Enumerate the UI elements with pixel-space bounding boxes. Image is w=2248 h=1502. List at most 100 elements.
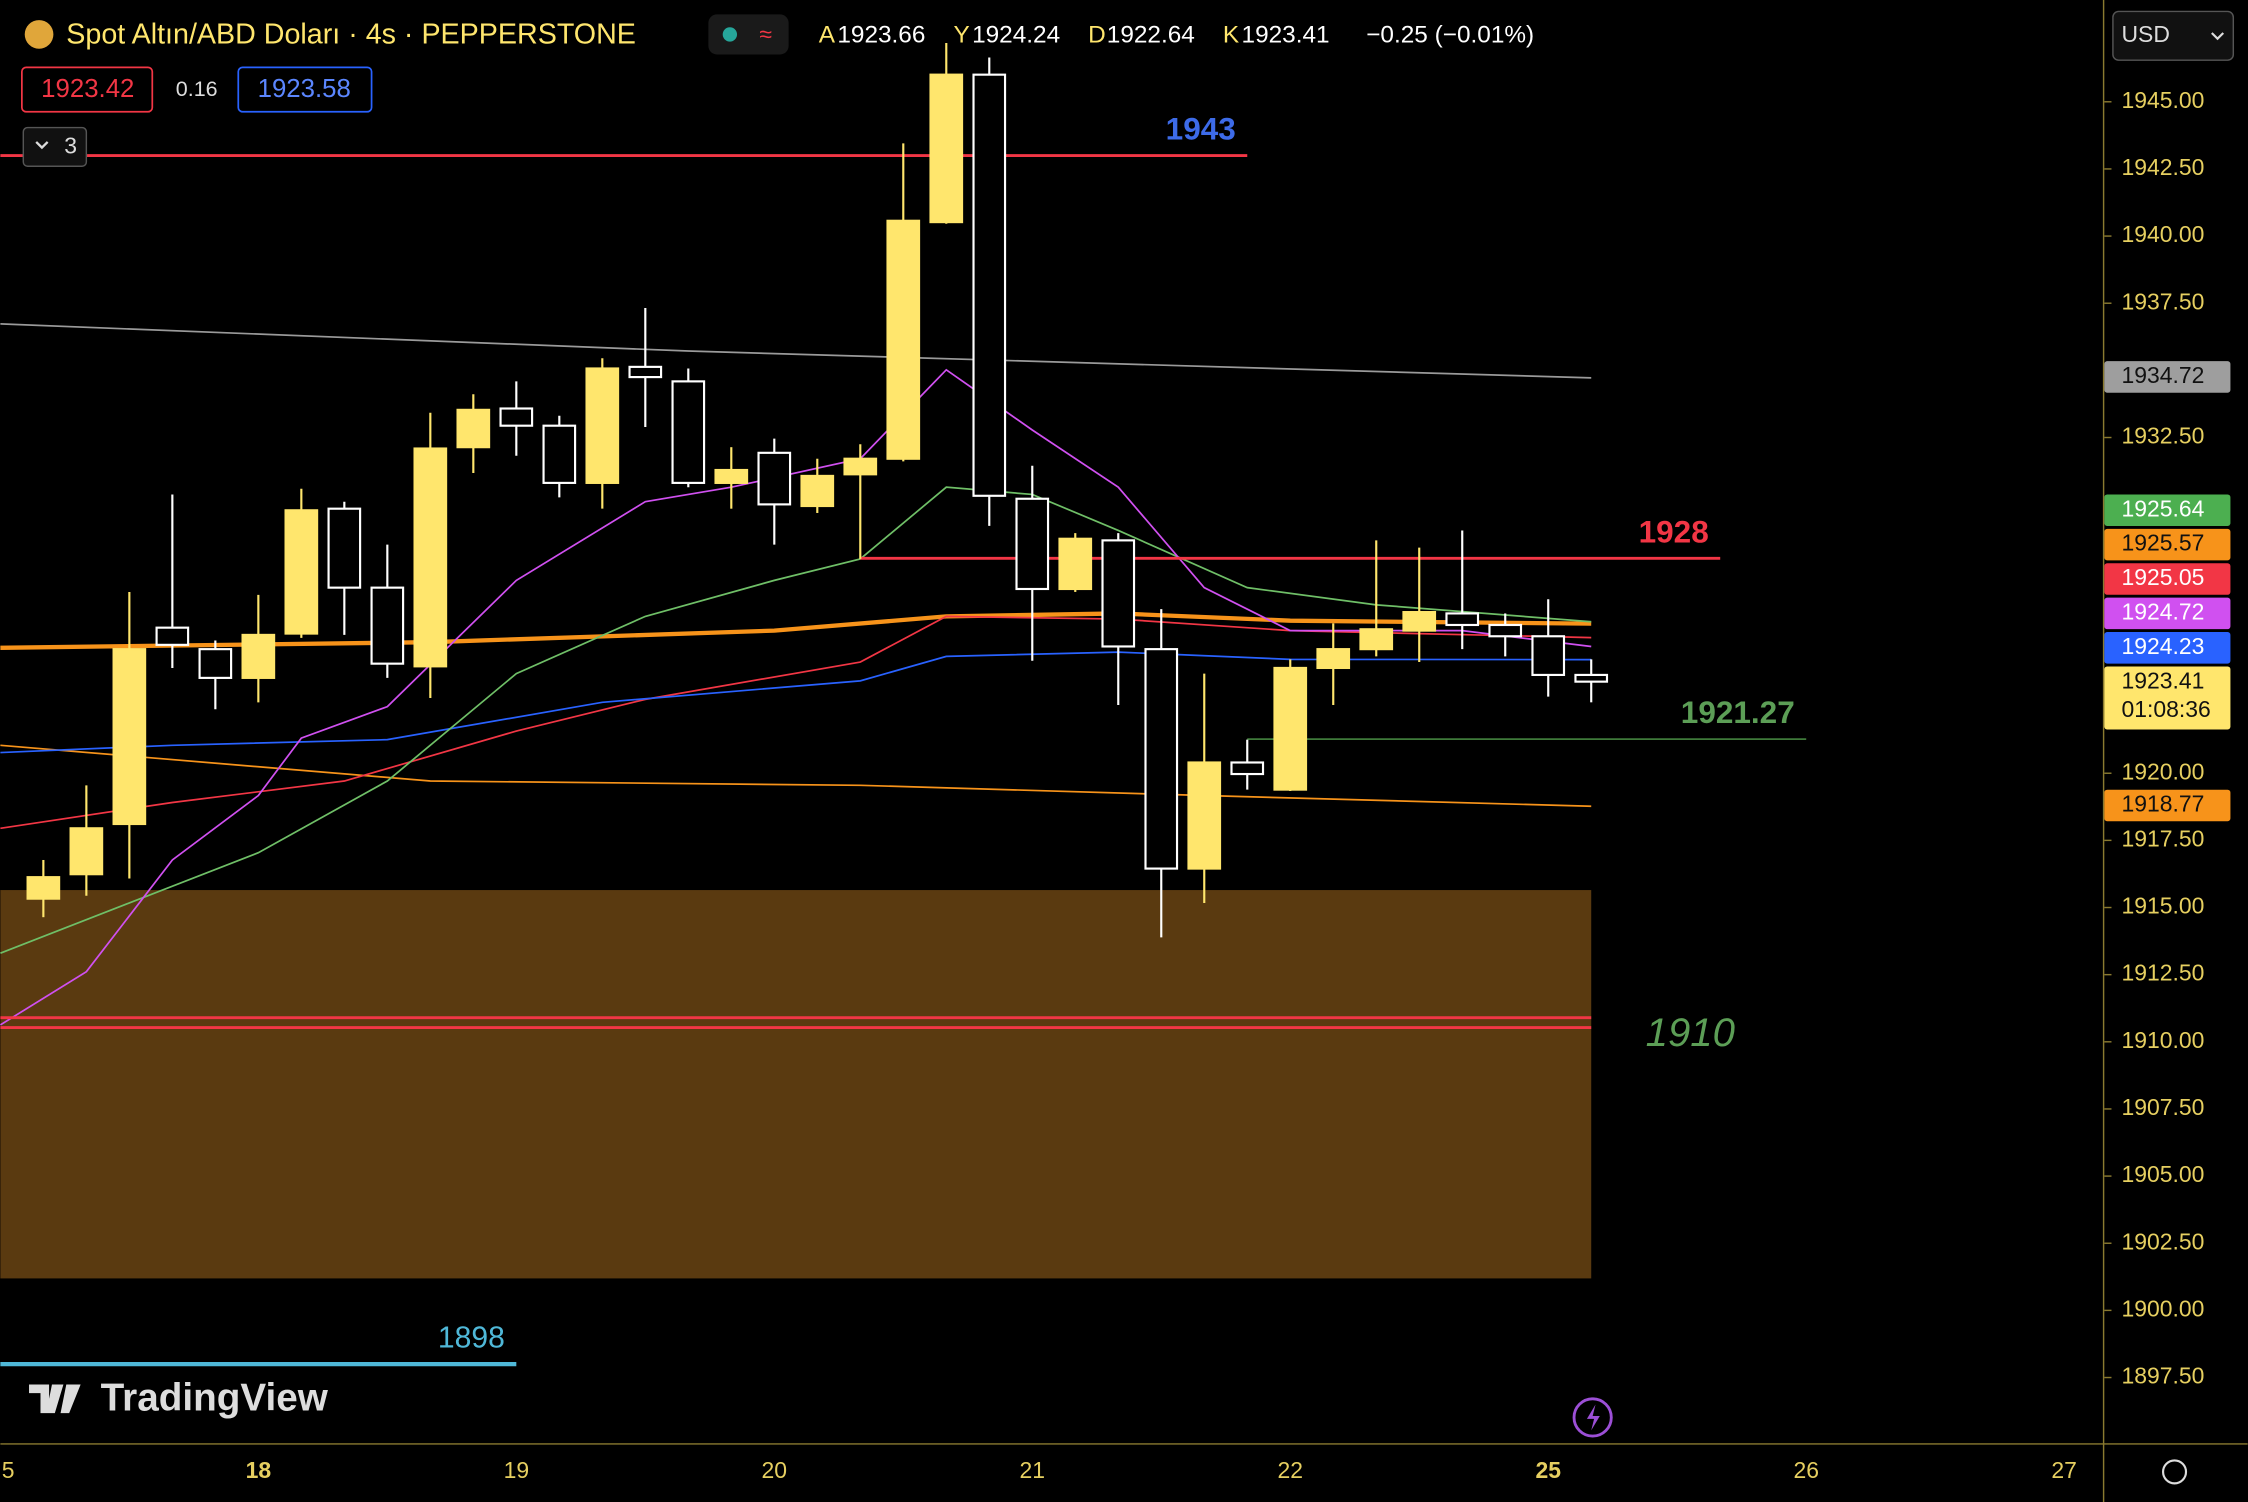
countdown: 01:08:36 — [2122, 696, 2211, 722]
x-tick-label: 25 — [1535, 1457, 1561, 1483]
price-tag-label: 1918.77 — [2122, 791, 2205, 817]
y-tick-label: 1920.00 — [2122, 758, 2205, 784]
axes: 1945.00 1942.50 1940.00 1937.50 1932.50 1920.… — [2, 87, 2231, 1483]
candle-body — [1187, 761, 1222, 870]
alert-button[interactable] — [1572, 1397, 1613, 1438]
candle-body — [714, 468, 749, 484]
bid-box[interactable] — [21, 66, 154, 113]
status-badge[interactable] — [708, 14, 789, 55]
candle-body — [499, 407, 534, 427]
price-tag — [2104, 494, 2231, 526]
y-tick-label: 1937.50 — [2122, 288, 2205, 314]
candle-body — [198, 648, 233, 679]
price-tag-label: 1925.57 — [2122, 530, 2205, 556]
candle-body — [1015, 497, 1050, 591]
currency[interactable]: USD — [2122, 21, 2170, 47]
candle-body — [69, 827, 104, 876]
ohlc-label: Y — [953, 21, 969, 48]
candle-body — [1273, 666, 1308, 791]
ohlc-label: K — [1223, 21, 1239, 48]
settings-button[interactable] — [2161, 1459, 2188, 1485]
line-label: 1943 — [1166, 110, 1236, 146]
candle-body — [972, 73, 1007, 497]
price-tag-label: 1924.72 — [2122, 598, 2205, 624]
x-tick-label: 18 — [246, 1457, 272, 1483]
candle-body — [1101, 539, 1136, 648]
y-tick-label: 1907.50 — [2122, 1094, 2205, 1120]
candle-body — [929, 73, 964, 224]
candle-body — [155, 626, 190, 646]
symbol-title[interactable]: Spot Altın/ABD Doları · 4s · PEPPERSTONE — [66, 18, 636, 50]
line-label: 1898 — [438, 1322, 505, 1355]
symbol-icon — [24, 20, 54, 49]
candle-body — [843, 457, 878, 476]
zone-label: 1910 — [1646, 1010, 1735, 1055]
price-tag — [2104, 789, 2231, 822]
candle-body — [1359, 628, 1394, 651]
moving-average — [0, 744, 1592, 808]
price-tag — [2104, 632, 2231, 664]
candle-body — [1230, 761, 1265, 776]
candle-body — [757, 451, 792, 506]
x-tick-label: 22 — [1278, 1457, 1304, 1483]
y-tick-label: 1902.50 — [2122, 1228, 2205, 1254]
candle-body — [1574, 673, 1609, 683]
y-tick-label: 1905.00 — [2122, 1161, 2205, 1187]
candle-body — [671, 380, 706, 484]
price-tag-label: 1924.23 — [2122, 633, 2205, 659]
ask-box[interactable] — [237, 66, 373, 113]
y-tick-label: 1912.50 — [2122, 960, 2205, 986]
currency-select[interactable] — [2112, 10, 2235, 61]
candle-body — [370, 586, 405, 665]
y-tick-label: 1915.00 — [2122, 893, 2205, 919]
ohlc-value: 1922.64 — [1107, 21, 1195, 48]
candle-body — [886, 219, 921, 460]
indicators-toggle[interactable] — [22, 126, 88, 167]
line-label: 1921.27 — [1681, 694, 1795, 730]
candle-body — [456, 408, 491, 449]
moving-average — [0, 651, 1592, 754]
candle-body — [26, 876, 61, 900]
candle-body — [284, 509, 319, 635]
price-tag — [2104, 597, 2231, 630]
alert-icon — [1586, 1404, 1600, 1431]
line-label: 1928 — [1639, 513, 1709, 549]
indicators-count[interactable]: 3 — [64, 133, 77, 159]
price-tag-label: 1925.64 — [2122, 495, 2205, 521]
chevron-icon — [2211, 32, 2225, 41]
candle-body — [1402, 611, 1437, 632]
ohlc-label: D — [1088, 21, 1106, 48]
price-tag — [2104, 666, 2231, 730]
candle-body — [327, 507, 362, 589]
candle-body — [413, 447, 448, 668]
price-tag — [2104, 361, 2231, 393]
y-tick-label: 1945.00 — [2122, 87, 2205, 113]
candle-body — [1445, 612, 1480, 627]
price-tag-label: 1923.41 — [2122, 667, 2205, 693]
ask-price[interactable]: 1923.58 — [258, 75, 351, 103]
bid-price[interactable]: 1923.42 — [41, 75, 134, 103]
y-tick-label: 1900.00 — [2122, 1295, 2205, 1321]
y-tick-label: 1897.50 — [2122, 1363, 2205, 1389]
spread: 0.16 — [176, 77, 218, 101]
ohlc-value: 1923.66 — [837, 21, 925, 48]
ohlc-value: 1924.24 — [972, 21, 1060, 48]
price-tag-label: 1925.05 — [2122, 564, 2205, 590]
candle-body — [241, 633, 276, 679]
candle-body — [1488, 623, 1523, 638]
ohlc-label: A — [819, 21, 836, 48]
x-tick-label: 5 — [2, 1457, 15, 1483]
y-tick-label: 1940.00 — [2122, 221, 2205, 247]
y-tick-label: 1917.50 — [2122, 825, 2205, 851]
market-status — [722, 27, 738, 42]
brand-name: TradingView — [101, 1376, 329, 1419]
ohlc-value: 1923.41 — [1242, 21, 1330, 48]
header: Spot Altın/ABD Doları · 4s · PEPPERSTONE… — [21, 10, 2235, 167]
candle-body — [800, 474, 835, 508]
zone — [0, 890, 1592, 1279]
candle-body — [542, 424, 577, 484]
moving-average — [0, 323, 1592, 379]
x-tick-label: 21 — [1020, 1457, 1046, 1483]
